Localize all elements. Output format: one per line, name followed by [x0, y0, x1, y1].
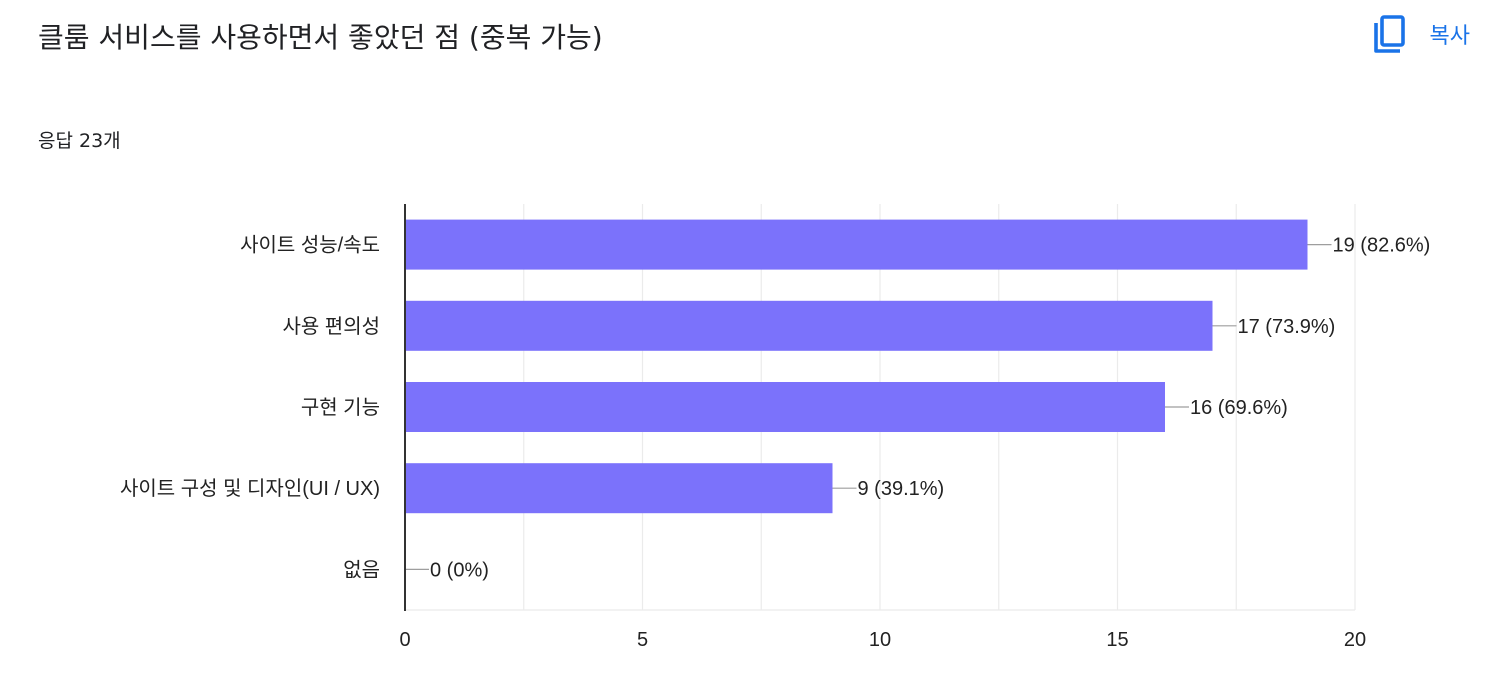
data-label: 19 (82.6%)	[1333, 235, 1431, 257]
category-label: 구현 기능	[301, 396, 380, 419]
bar	[405, 382, 1165, 432]
category-label: 없음	[343, 558, 380, 581]
category-label: 사용 편의성	[282, 315, 380, 338]
copy-icon	[1372, 14, 1408, 54]
x-tick-label: 5	[637, 629, 648, 651]
data-label: 16 (69.6%)	[1190, 397, 1288, 419]
copy-label: 복사	[1429, 24, 1470, 49]
category-label: 사이트 성능/속도	[240, 234, 380, 257]
copy-button[interactable]: 복사	[1372, 12, 1470, 56]
response-count: 응답 23개	[38, 130, 121, 152]
bar	[405, 463, 833, 514]
bar	[405, 300, 1213, 351]
x-tick-label: 10	[869, 629, 891, 651]
data-label: 9 (39.1%)	[858, 478, 945, 500]
data-label: 17 (73.9%)	[1238, 316, 1336, 338]
category-label: 사이트 구성 및 디자인(UI / UX)	[120, 477, 380, 500]
x-tick-label: 0	[399, 629, 410, 651]
x-tick-label: 20	[1344, 629, 1366, 651]
bar	[405, 219, 1308, 270]
x-tick-label: 15	[1106, 629, 1128, 651]
data-label: 0 (0%)	[430, 559, 489, 581]
question-title: 클룸 서비스를 사용하면서 좋았던 점 (중복 가능)	[38, 21, 603, 54]
